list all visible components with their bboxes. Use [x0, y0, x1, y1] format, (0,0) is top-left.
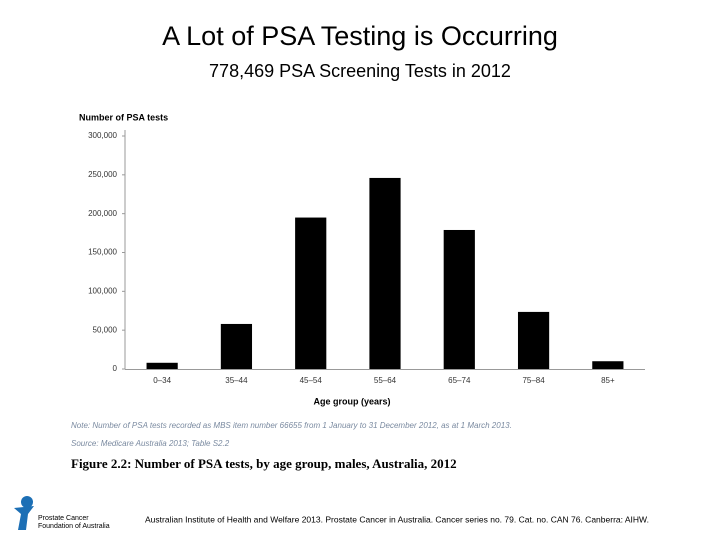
bar — [220, 323, 253, 369]
x-axis-title: Age group (years) — [313, 396, 390, 406]
source: Source: Medicare Australia 2013; Table S… — [71, 439, 230, 448]
x-tick-label: 45–54 — [300, 376, 323, 385]
bar — [369, 177, 401, 369]
x-tick-label: 0–34 — [153, 376, 171, 385]
x-tick-label: 35–44 — [225, 376, 248, 385]
note: Note: Number of PSA tests recorded as MB… — [71, 421, 512, 430]
slide-subtitle: 778,469 PSA Screening Tests in 2012 — [209, 61, 511, 81]
bar — [443, 229, 475, 369]
y-tick-label: 100,000 — [88, 286, 117, 295]
logo: Prostate Cancer Foundation of Australia — [14, 496, 110, 530]
logo-text: Foundation of Australia — [38, 523, 110, 530]
bar — [146, 362, 178, 369]
logo-text: Prostate Cancer — [38, 515, 89, 522]
y-tick-label: 250,000 — [88, 170, 117, 179]
x-tick-label: 75–84 — [522, 376, 545, 385]
y-axis-title: Number of PSA tests — [79, 112, 168, 122]
y-tick-label: 200,000 — [88, 209, 117, 218]
y-tick-label: 50,000 — [93, 325, 118, 334]
bar — [295, 217, 327, 369]
x-tick-label: 85+ — [601, 376, 615, 385]
bar — [517, 311, 550, 369]
citation: Australian Institute of Health and Welfa… — [145, 514, 649, 524]
y-tick-label: 0 — [113, 364, 118, 373]
bar — [592, 361, 624, 369]
logo-icon — [14, 506, 34, 530]
x-tick-label: 55–64 — [374, 376, 397, 385]
logo-icon — [21, 496, 33, 508]
y-tick-label: 150,000 — [88, 248, 117, 257]
y-tick-label: 300,000 — [88, 131, 117, 140]
x-tick-label: 65–74 — [448, 376, 471, 385]
slide-title: A Lot of PSA Testing is Occurring — [162, 21, 558, 51]
figure-caption: Figure 2.2: Number of PSA tests, by age … — [71, 456, 457, 471]
